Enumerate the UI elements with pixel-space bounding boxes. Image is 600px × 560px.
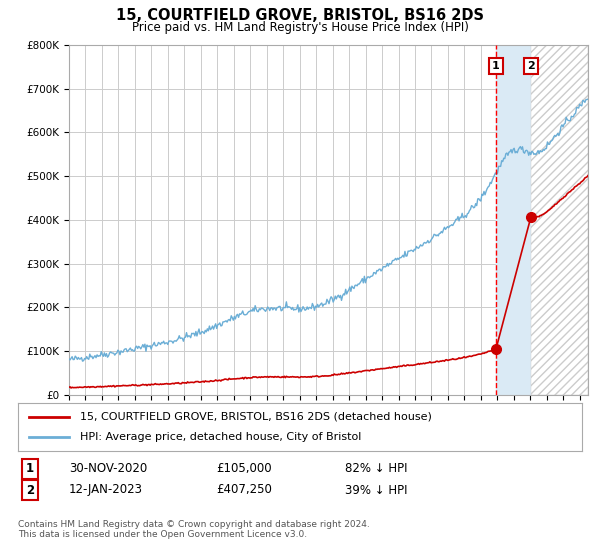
Text: 39% ↓ HPI: 39% ↓ HPI bbox=[345, 483, 407, 497]
Text: 2: 2 bbox=[527, 61, 535, 71]
Text: Contains HM Land Registry data © Crown copyright and database right 2024.
This d: Contains HM Land Registry data © Crown c… bbox=[18, 520, 370, 539]
Text: £407,250: £407,250 bbox=[216, 483, 272, 497]
Text: HPI: Average price, detached house, City of Bristol: HPI: Average price, detached house, City… bbox=[80, 432, 361, 442]
Text: 2: 2 bbox=[26, 483, 34, 497]
Text: 12-JAN-2023: 12-JAN-2023 bbox=[69, 483, 143, 497]
Bar bbox=[496, 45, 531, 395]
Text: 30-NOV-2020: 30-NOV-2020 bbox=[69, 462, 147, 475]
Text: 1: 1 bbox=[492, 61, 500, 71]
Text: 15, COURTFIELD GROVE, BRISTOL, BS16 2DS (detached house): 15, COURTFIELD GROVE, BRISTOL, BS16 2DS … bbox=[80, 412, 432, 422]
Text: 82% ↓ HPI: 82% ↓ HPI bbox=[345, 462, 407, 475]
Text: Price paid vs. HM Land Registry's House Price Index (HPI): Price paid vs. HM Land Registry's House … bbox=[131, 21, 469, 34]
Text: 1: 1 bbox=[26, 462, 34, 475]
Text: 15, COURTFIELD GROVE, BRISTOL, BS16 2DS: 15, COURTFIELD GROVE, BRISTOL, BS16 2DS bbox=[116, 8, 484, 24]
Text: £105,000: £105,000 bbox=[216, 462, 272, 475]
